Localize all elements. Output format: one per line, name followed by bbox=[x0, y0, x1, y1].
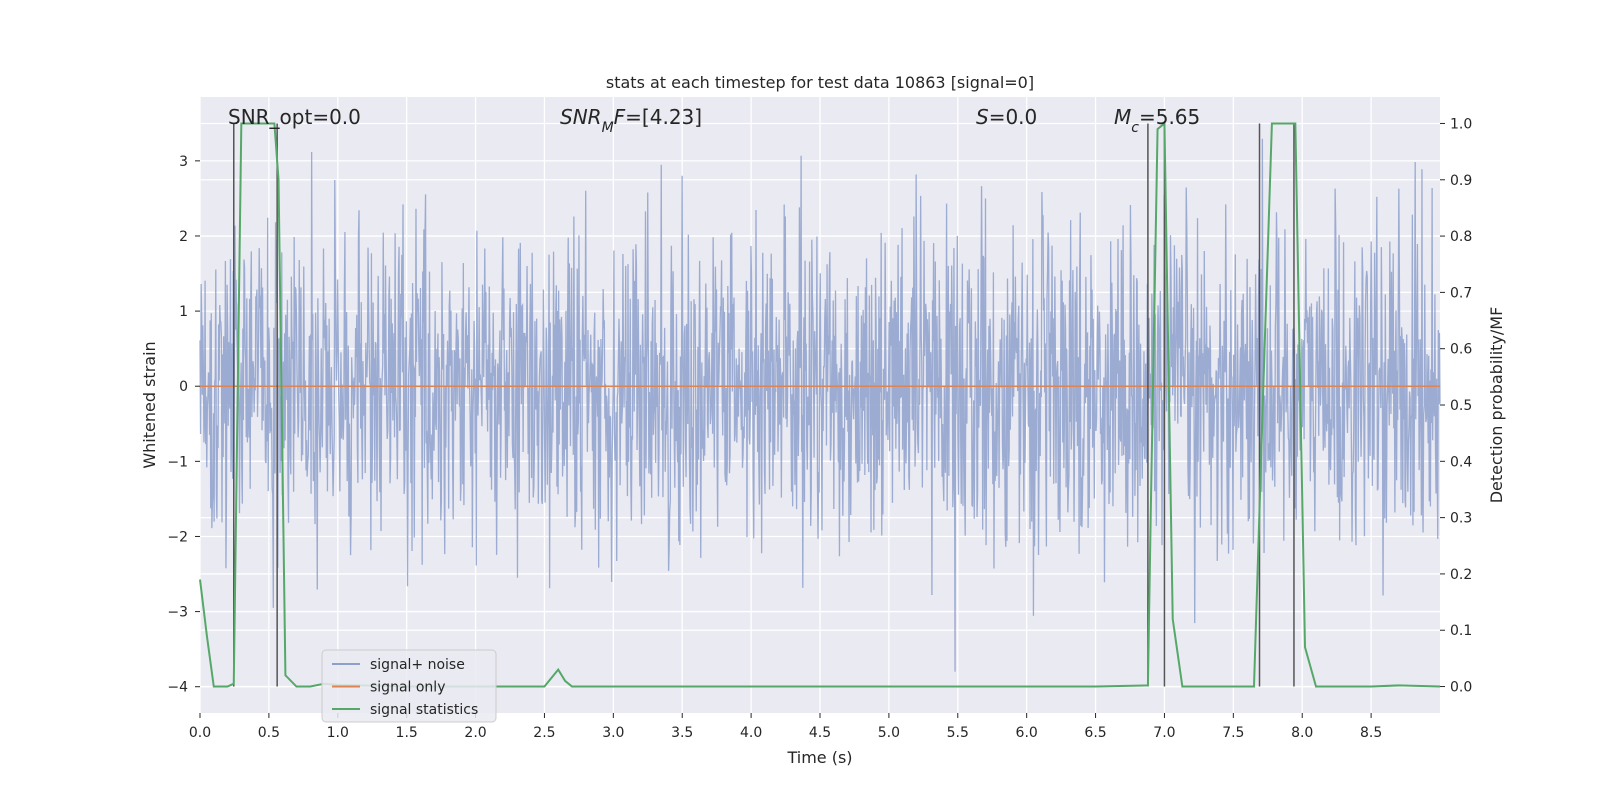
legend-label: signal only bbox=[370, 680, 445, 696]
y2-tick-label: 0.9 bbox=[1450, 173, 1472, 189]
y-tick-label: 3 bbox=[179, 154, 188, 170]
y2-tick-label: 0.2 bbox=[1450, 567, 1472, 583]
x-tick-label: 1.5 bbox=[396, 725, 418, 741]
y-tick-label: −3 bbox=[167, 605, 188, 621]
chart-title: stats at each timestep for test data 108… bbox=[606, 73, 1034, 92]
annotation-layer: SNR_opt=0.0 SNRMF=[4.23] S=0.0 Mc=5.65 bbox=[228, 105, 1200, 136]
annotation-text: Mc=5.65 bbox=[1114, 105, 1200, 136]
series-layer bbox=[199, 121, 1441, 688]
legend-label: signal+ noise bbox=[370, 657, 465, 673]
y2-tick-label: 0.0 bbox=[1450, 680, 1472, 696]
y-tick-label: 0 bbox=[179, 379, 188, 395]
x-tick-label: 3.5 bbox=[671, 725, 693, 741]
annotation-text: SNR_opt=0.0 bbox=[228, 105, 361, 129]
y2-tick-label: 0.4 bbox=[1450, 454, 1472, 470]
x-tick-label: 0.0 bbox=[189, 725, 211, 741]
y-tick-label: −1 bbox=[167, 454, 188, 470]
x-tick-label: 2.5 bbox=[533, 725, 555, 741]
x-tick-label: 5.5 bbox=[947, 725, 969, 741]
y-tick-label: 1 bbox=[179, 304, 188, 320]
y-tick-label: 2 bbox=[179, 229, 188, 245]
annotation-text: SNRMF=[4.23] bbox=[560, 105, 702, 136]
x-tick-label: 7.5 bbox=[1222, 725, 1244, 741]
series-signal-statistics bbox=[199, 121, 1441, 688]
x-axis-label: Time (s) bbox=[786, 748, 852, 767]
x-tick-label: 2.0 bbox=[464, 725, 486, 741]
series-signal-noise bbox=[199, 138, 1441, 672]
y2-tick-label: 1.0 bbox=[1450, 116, 1472, 132]
y2-tick-label: 0.5 bbox=[1450, 398, 1472, 414]
y2-tick-label: 0.6 bbox=[1450, 342, 1472, 358]
x-tick-label: 6.0 bbox=[1016, 725, 1038, 741]
ticks-layer: 0.0 0.5 1.0 1.5 2.0 2.5 3.0 3.5 4.0 4.5 5.0 5.5 6.0 6… bbox=[167, 116, 1472, 741]
annotation-text: S=0.0 bbox=[976, 105, 1037, 129]
y-tick-label: −4 bbox=[167, 680, 188, 696]
y-axis-label: Whitened strain bbox=[140, 341, 159, 468]
y2-axis-label: Detection probability/MF bbox=[1487, 307, 1506, 504]
x-tick-label: 4.5 bbox=[809, 725, 831, 741]
x-tick-label: 5.0 bbox=[878, 725, 900, 741]
x-tick-label: 6.5 bbox=[1084, 725, 1106, 741]
x-tick-label: 1.0 bbox=[327, 725, 349, 741]
y2-tick-label: 0.7 bbox=[1450, 285, 1472, 301]
x-tick-label: 0.5 bbox=[258, 725, 280, 741]
legend-label: signal statistics bbox=[370, 702, 478, 718]
x-tick-label: 8.5 bbox=[1360, 725, 1382, 741]
y2-tick-label: 0.8 bbox=[1450, 229, 1472, 245]
legend: signal+ noise signal only signal statistic… bbox=[321, 649, 497, 723]
x-tick-label: 4.0 bbox=[740, 725, 762, 741]
x-tick-label: 3.0 bbox=[602, 725, 624, 741]
x-tick-label: 7.0 bbox=[1153, 725, 1175, 741]
legend-box bbox=[321, 649, 497, 723]
y2-tick-label: 0.1 bbox=[1450, 623, 1472, 639]
x-tick-label: 8.0 bbox=[1291, 725, 1313, 741]
y2-tick-label: 0.3 bbox=[1450, 511, 1472, 527]
y-tick-label: −2 bbox=[167, 529, 188, 545]
